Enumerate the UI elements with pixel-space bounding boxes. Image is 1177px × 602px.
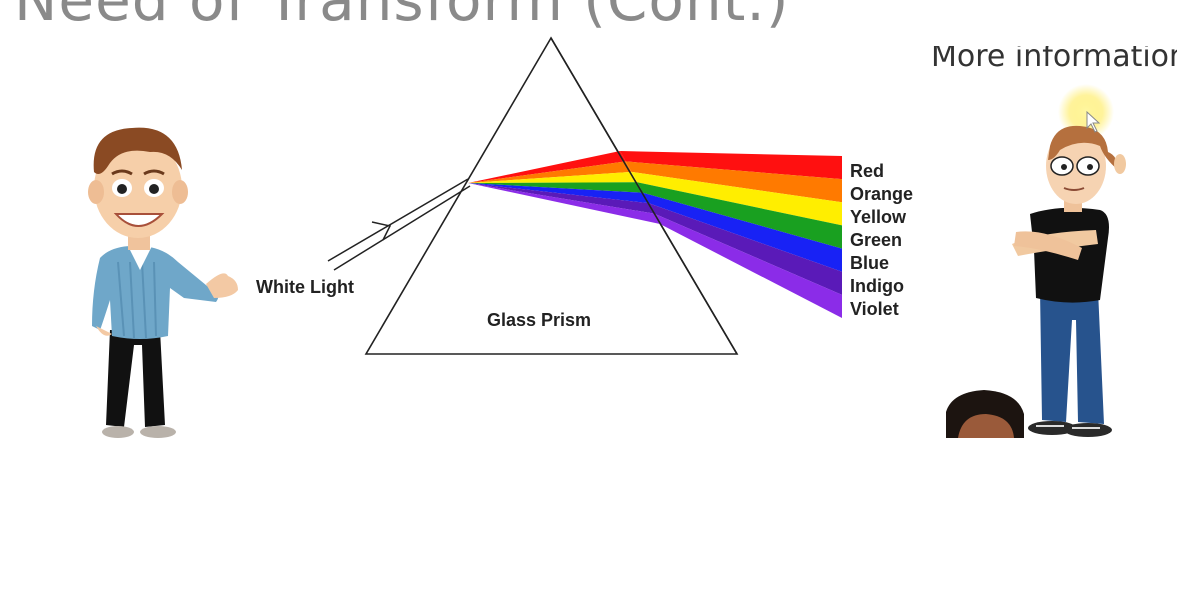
glass-prism-label: Glass Prism: [487, 310, 591, 330]
idea-glow-icon: [1058, 84, 1114, 140]
spectrum-inside-prism: [468, 151, 660, 224]
white-light-label: White Light: [256, 277, 354, 297]
presenter-character-left: [88, 127, 238, 438]
inner-band-yellow: [468, 171, 638, 183]
outer-band-yellow: [631, 171, 842, 226]
inner-band-indigo: [468, 183, 655, 214]
outer-band-orange: [625, 161, 842, 203]
outer-band-indigo: [648, 203, 842, 295]
white-light-beam: [327, 178, 471, 271]
spectrum-label-violet: Violet: [850, 299, 899, 319]
outer-band-violet: [654, 213, 842, 318]
outer-band-red: [620, 151, 842, 180]
inner-band-orange: [468, 161, 632, 183]
spectrum-outside-prism: [550, 37, 842, 355]
spectrum-label-orange: Orange: [850, 184, 913, 204]
mouse-cursor-icon: [1086, 110, 1101, 133]
slide-title: Need of Transform (Cont.): [14, 0, 790, 34]
outer-band-green: [637, 182, 842, 249]
webcam-thumbnail: [946, 390, 1024, 438]
inner-band-red: [468, 151, 626, 183]
spectrum-label-red: Red: [850, 161, 884, 181]
inner-band-green: [468, 182, 643, 193]
more-information-link[interactable]: More information: [931, 46, 1177, 74]
outer-band-blue: [642, 192, 842, 272]
spectrum-label-green: Green: [850, 230, 902, 250]
thinking-character-right: [1012, 84, 1126, 437]
prism-right-edge: [550, 37, 738, 355]
spectrum-label-indigo: Indigo: [850, 276, 904, 296]
spectrum-label-yellow: Yellow: [850, 207, 907, 227]
spectrum-label-blue: Blue: [850, 253, 889, 273]
inner-band-violet: [468, 183, 660, 224]
